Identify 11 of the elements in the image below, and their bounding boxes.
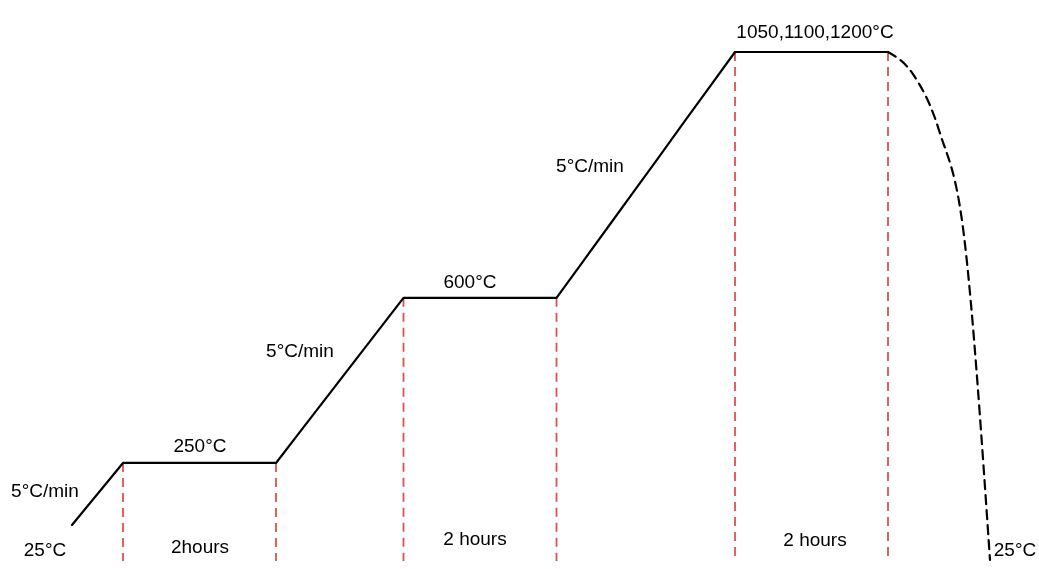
annotation: 2hours [170,536,230,557]
annotation: 2 hours [783,529,847,550]
annotation: 250°C [173,435,227,456]
annotation: 2 hours [443,528,507,549]
annotation: 5°C/min [556,155,624,176]
annotation: 600°C [443,271,497,292]
text: 1050,1100,1200°C [736,21,894,42]
annotation: 25°C [993,539,1037,560]
annotation: 5°C/min [266,340,334,361]
annotation: 5°C/min [11,480,79,501]
annotation: 25°C [23,539,67,560]
